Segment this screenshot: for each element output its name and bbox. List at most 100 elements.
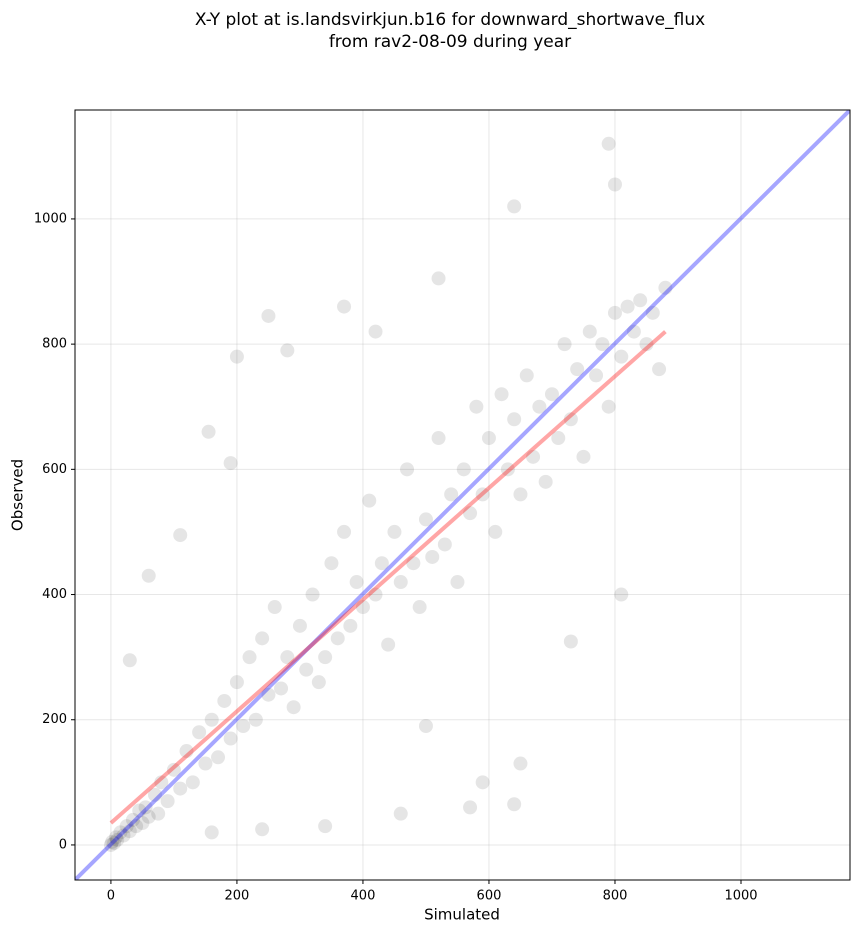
plot-area	[75, 110, 850, 880]
scatter-point	[355, 600, 370, 615]
scatter-point	[494, 387, 509, 402]
scatter-point	[362, 493, 377, 508]
scatter-point	[500, 462, 515, 477]
scatter-point	[563, 634, 578, 649]
scatter-point	[286, 700, 301, 715]
scatter-point	[274, 681, 289, 696]
y-tick-label: 200	[42, 712, 67, 727]
x-tick-label: 0	[107, 889, 115, 904]
scatter-point	[481, 431, 496, 446]
scatter-point	[595, 337, 610, 352]
scatter-point	[463, 506, 478, 521]
scatter-point	[400, 462, 415, 477]
scatter-point	[154, 775, 169, 790]
scatter-point	[242, 650, 257, 665]
scatter-point	[437, 537, 452, 552]
scatter-point	[469, 399, 484, 414]
scatter-point	[418, 512, 433, 527]
chart-title: X-Y plot at is.landsvirkjun.b16 for down…	[195, 10, 705, 30]
scatter-point	[526, 449, 541, 464]
scatter-point	[330, 631, 345, 646]
scatter-point	[513, 487, 528, 502]
scatter-point	[393, 806, 408, 821]
fit-line	[75, 110, 850, 880]
scatter-point	[507, 797, 522, 812]
scatter-point	[201, 424, 216, 439]
scatter-point	[544, 387, 559, 402]
scatter-point	[507, 412, 522, 427]
scatter-point	[236, 719, 251, 733]
scatter-point	[185, 775, 200, 790]
scatter-point	[292, 618, 307, 633]
scatter-point	[601, 136, 616, 151]
scatter-point	[337, 299, 352, 314]
scatter-point	[125, 812, 140, 827]
scatter-point	[337, 524, 352, 539]
scatter-point	[614, 349, 629, 364]
scatter-point	[368, 587, 383, 602]
scatter-point	[633, 293, 648, 308]
scatter-point	[343, 618, 358, 633]
x-tick-label: 400	[351, 889, 376, 904]
scatter-point	[305, 587, 320, 602]
scatter-point	[475, 775, 490, 790]
scatter-point	[173, 781, 188, 796]
scatter-point	[418, 719, 433, 733]
scatter-point	[607, 177, 622, 192]
scatter-point	[563, 412, 578, 427]
scatter-point	[381, 637, 396, 652]
scatter-point	[110, 832, 125, 847]
scatter-point	[349, 575, 364, 590]
scatter-point	[639, 337, 654, 352]
scatter-point	[324, 556, 339, 571]
scatter-point	[311, 675, 326, 690]
scatter-point	[393, 575, 408, 590]
scatter-point	[614, 587, 629, 602]
scatter-point	[138, 800, 153, 815]
scatter-point	[160, 794, 175, 809]
scatter-point	[645, 305, 660, 320]
scatter-point	[299, 662, 314, 677]
scatter-point	[374, 556, 389, 571]
scatter-point	[532, 399, 547, 414]
x-tick-label: 1000	[724, 889, 757, 904]
plot-frame	[74, 109, 851, 881]
scatter-point	[626, 324, 641, 339]
scatter-point	[119, 819, 134, 834]
scatter-point	[280, 650, 295, 665]
x-tick-label: 600	[477, 889, 502, 904]
x-tick-label: 800	[603, 889, 628, 904]
scatter-point	[211, 750, 226, 765]
scatter-point	[431, 431, 446, 446]
scatter-point	[538, 474, 553, 489]
scatter-point	[223, 456, 238, 471]
x-tick-label: 200	[225, 889, 250, 904]
scatter-point	[173, 528, 188, 543]
scatter-point	[475, 487, 490, 502]
scatter-point	[582, 324, 597, 339]
y-tick-label: 800	[42, 337, 67, 352]
scatter-point	[192, 725, 207, 740]
y-tick-label: 400	[42, 587, 67, 602]
scatter-point	[519, 368, 534, 383]
scatter-point	[129, 819, 144, 834]
scatter-point	[607, 305, 622, 320]
scatter-point	[107, 836, 122, 851]
scatter-point	[406, 556, 421, 571]
scatter-point	[507, 199, 522, 214]
scatter-point	[261, 687, 276, 702]
scatter-point	[179, 744, 194, 759]
scatter-point	[223, 731, 238, 746]
scatter-point	[267, 600, 282, 615]
scatter-point	[103, 837, 118, 852]
scatter-point	[576, 449, 591, 464]
scatter-point	[318, 819, 333, 834]
scatter-point	[132, 803, 147, 818]
scatter-point	[151, 806, 166, 821]
scatter-point	[412, 600, 427, 615]
scatter-point	[204, 825, 219, 840]
scatter-point	[113, 825, 128, 840]
scatter-point	[658, 280, 673, 295]
scatter-point	[248, 712, 263, 727]
